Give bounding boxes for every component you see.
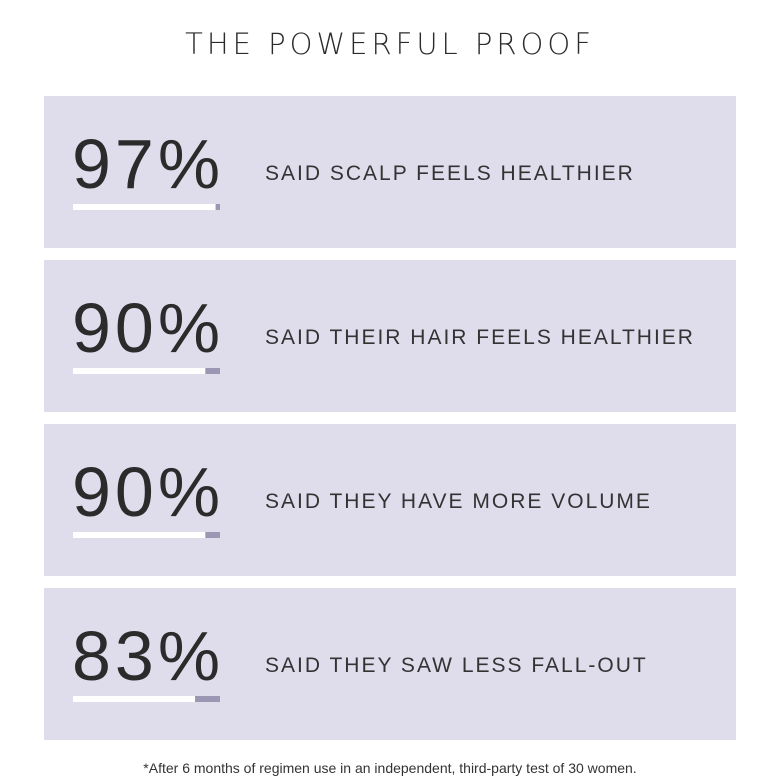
stat-label: SAID THEIR HAIR FEELS HEALTHIER: [265, 326, 695, 349]
bar: [73, 532, 206, 538]
bar: [73, 696, 196, 702]
stat-percent: 90%: [72, 453, 224, 531]
bar: [73, 204, 216, 210]
stat-percent: 83%: [72, 617, 224, 695]
stat-panel: [44, 96, 736, 248]
stat-label: SAID THEY HAVE MORE VOLUME: [265, 490, 652, 513]
title: THE POWERFUL PROOF: [185, 27, 595, 61]
stats: 97% SAID SCALP FEELS HEALTHIER 90% SAID THE…: [44, 96, 736, 740]
stat-panel: [44, 260, 736, 412]
stat-label: SAID THEY SAW LESS FALL-OUT: [265, 654, 648, 677]
stat-percent: 97%: [72, 125, 224, 203]
stat-percent: 90%: [72, 289, 224, 367]
stat-panel: [44, 424, 736, 576]
stat-panel: [44, 588, 736, 740]
bar: [73, 368, 206, 374]
stat-label: SAID SCALP FEELS HEALTHIER: [265, 162, 635, 185]
footnote: *After 6 months of regimen use in an ind…: [143, 760, 636, 776]
